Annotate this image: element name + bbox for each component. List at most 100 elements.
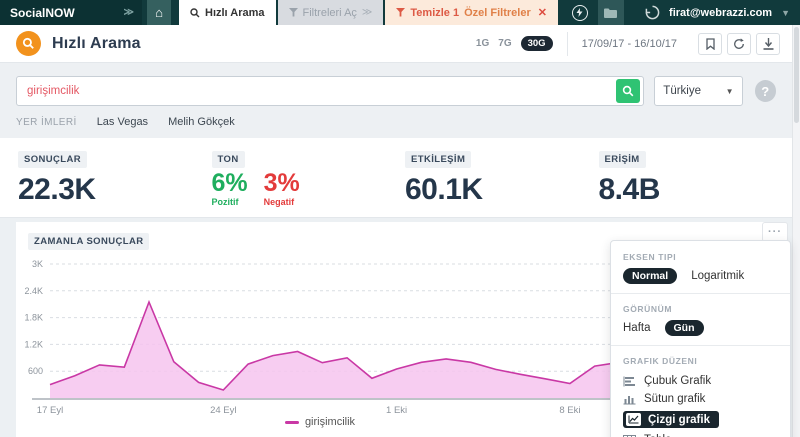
metric-engagement: ETKİLEŞİM 60.1K (405, 149, 599, 217)
metric-reach: ERİŞİM 8.4B (598, 149, 793, 217)
lightning-icon (576, 8, 583, 17)
svg-text:2.4K: 2.4K (24, 286, 43, 296)
tab-clear-custom-filters[interactable]: Temizle 1 Özel Filtreler ✕ (385, 0, 558, 25)
menu-item-column-chart[interactable]: Sütun grafik (623, 390, 778, 408)
chevrons-icon: ≫ (361, 7, 373, 18)
top-bar: SocialNOW ≫ ⌂ Hızlı Arama Filtreleri Aç … (0, 0, 800, 25)
search-input[interactable] (17, 77, 617, 105)
topbar-right: firat@webrazzi.com ▼ (645, 0, 800, 25)
bar-chart-horizontal-icon (623, 376, 635, 386)
menu-item-bar-chart[interactable]: Çubuk Grafik (623, 372, 778, 390)
app-badge (16, 31, 41, 56)
page-title: Hızlı Arama (52, 34, 141, 52)
menu-divider (611, 293, 790, 294)
home-icon: ⌂ (155, 5, 163, 20)
option-normal[interactable]: Normal (623, 268, 678, 284)
menu-divider (611, 345, 790, 346)
bookmarks-label: YER İMLERİ (16, 116, 77, 128)
menu-item-label: Çizgi grafik (648, 413, 710, 426)
history-icon[interactable] (645, 5, 660, 20)
help-button[interactable]: ? (754, 80, 776, 102)
menu-item-label: Sütun grafik (644, 393, 706, 405)
metric-results: SONUÇLAR 22.3K (18, 149, 212, 217)
chart-title: ZAMANLA SONUÇLAR (28, 233, 150, 250)
clear-filters-label: Temizle 1 (410, 6, 460, 19)
results-area-chart: 600 1.2K 1.8K 2.4K 3K 17 Eyl 24 Eyl 1 Eki 8 Eki (24, 259, 776, 416)
column-chart-icon (623, 395, 636, 404)
account-caret-icon[interactable]: ▼ (781, 7, 790, 18)
refresh-button[interactable] (727, 32, 751, 55)
menu-section-view: GÖRÜNÜM Hafta Gün (611, 298, 790, 341)
search-icon (190, 7, 200, 17)
menu-section-axis-type: EKSEN TIPI Normal Logaritmik (611, 246, 790, 289)
svg-text:1.2K: 1.2K (24, 339, 43, 349)
search-row: Türkiye ▼ ? (16, 76, 776, 106)
collapse-chevrons-icon[interactable]: ≫ (123, 7, 134, 18)
view-toggle: Hafta Gün (623, 320, 778, 336)
tab-open-filters[interactable]: Filtreleri Aç ≫ (277, 0, 384, 25)
range-selector: 1G 7G 30G (476, 36, 553, 51)
search-box (16, 76, 645, 106)
svg-text:1.8K: 1.8K (24, 313, 43, 323)
filter-icon (396, 8, 406, 17)
range-1g[interactable]: 1G (475, 38, 490, 49)
range-7g[interactable]: 7G (498, 38, 512, 49)
metric-label: SONUÇLAR (18, 151, 88, 168)
metric-value: 8.4B (598, 173, 661, 206)
home-button[interactable]: ⌂ (147, 0, 171, 25)
metric-label: TON (211, 151, 245, 168)
chart-options-button[interactable]: ··· (762, 222, 788, 242)
menu-item-label: Tablo (644, 434, 672, 437)
bookmark-button[interactable] (698, 32, 722, 55)
tab-strip: Hızlı Arama Filtreleri Aç ≫ Temizle 1 Öz… (179, 0, 558, 25)
date-range[interactable]: 17/09/17 - 16/10/17 (581, 37, 677, 50)
topbar-icon-group (571, 0, 624, 25)
close-icon[interactable]: ✕ (537, 7, 547, 19)
axis-type-toggle: Normal Logaritmik (623, 268, 778, 284)
section-header: EKSEN TIPI (623, 252, 677, 262)
svg-text:600: 600 (28, 366, 43, 376)
tone-negative: 3% Negatif (263, 169, 300, 208)
scrollbar[interactable] (792, 25, 800, 437)
divider (566, 31, 568, 56)
country-value: Türkiye (663, 85, 701, 97)
header-controls: 1G 7G 30G 17/09/17 - 16/10/17 (476, 31, 780, 56)
filter-icon (288, 8, 298, 17)
page-header: Hızlı Arama 1G 7G 30G 17/09/17 - 16/10/1… (0, 25, 792, 63)
country-select[interactable]: Türkiye ▼ (654, 76, 743, 106)
search-icon (623, 85, 634, 97)
legend-swatch (284, 420, 299, 424)
negative-caption: Negatif (263, 197, 295, 207)
bookmark-melih-gokcek[interactable]: Melih Gökçek (168, 116, 235, 128)
option-hafta[interactable]: Hafta (623, 322, 651, 334)
option-logaritmik[interactable]: Logaritmik (691, 270, 745, 282)
search-button[interactable] (616, 79, 641, 103)
svg-text:24 Eyl: 24 Eyl (210, 405, 236, 416)
tab-label: Hızlı Arama (205, 6, 265, 19)
menu-item-table[interactable]: Tablo (623, 431, 778, 437)
search-logo-icon (22, 37, 34, 49)
download-button[interactable] (756, 32, 780, 55)
download-icon (763, 37, 773, 50)
bookmark-las-vegas[interactable]: Las Vegas (96, 116, 149, 128)
scrollbar-thumb[interactable] (794, 27, 799, 123)
menu-item-label: Çubuk Grafik (644, 375, 712, 387)
menu-item-line-chart[interactable]: Çizgi grafik (623, 408, 778, 431)
svg-text:1 Eki: 1 Eki (386, 405, 407, 416)
section-header: GRAFIK DÜZENI (623, 356, 698, 366)
metric-value: 60.1K (405, 173, 483, 206)
svg-text:3K: 3K (32, 259, 43, 269)
tab-quick-search[interactable]: Hızlı Arama (179, 0, 276, 25)
option-gun[interactable]: Gün (664, 320, 704, 336)
metric-label: ETKİLEŞİM (405, 151, 472, 168)
range-30g-active[interactable]: 30G (520, 36, 553, 51)
line-chart-icon (626, 413, 641, 426)
boost-button[interactable] (571, 4, 588, 21)
positive-percent: 6% (211, 169, 248, 197)
brand[interactable]: SocialNOW ≫ (0, 0, 142, 25)
folder-button[interactable] (597, 0, 624, 25)
negative-percent: 3% (263, 169, 300, 197)
chart-options-menu: EKSEN TIPI Normal Logaritmik GÖRÜNÜM Haf… (610, 240, 791, 437)
account-email[interactable]: firat@webrazzi.com (669, 6, 773, 19)
